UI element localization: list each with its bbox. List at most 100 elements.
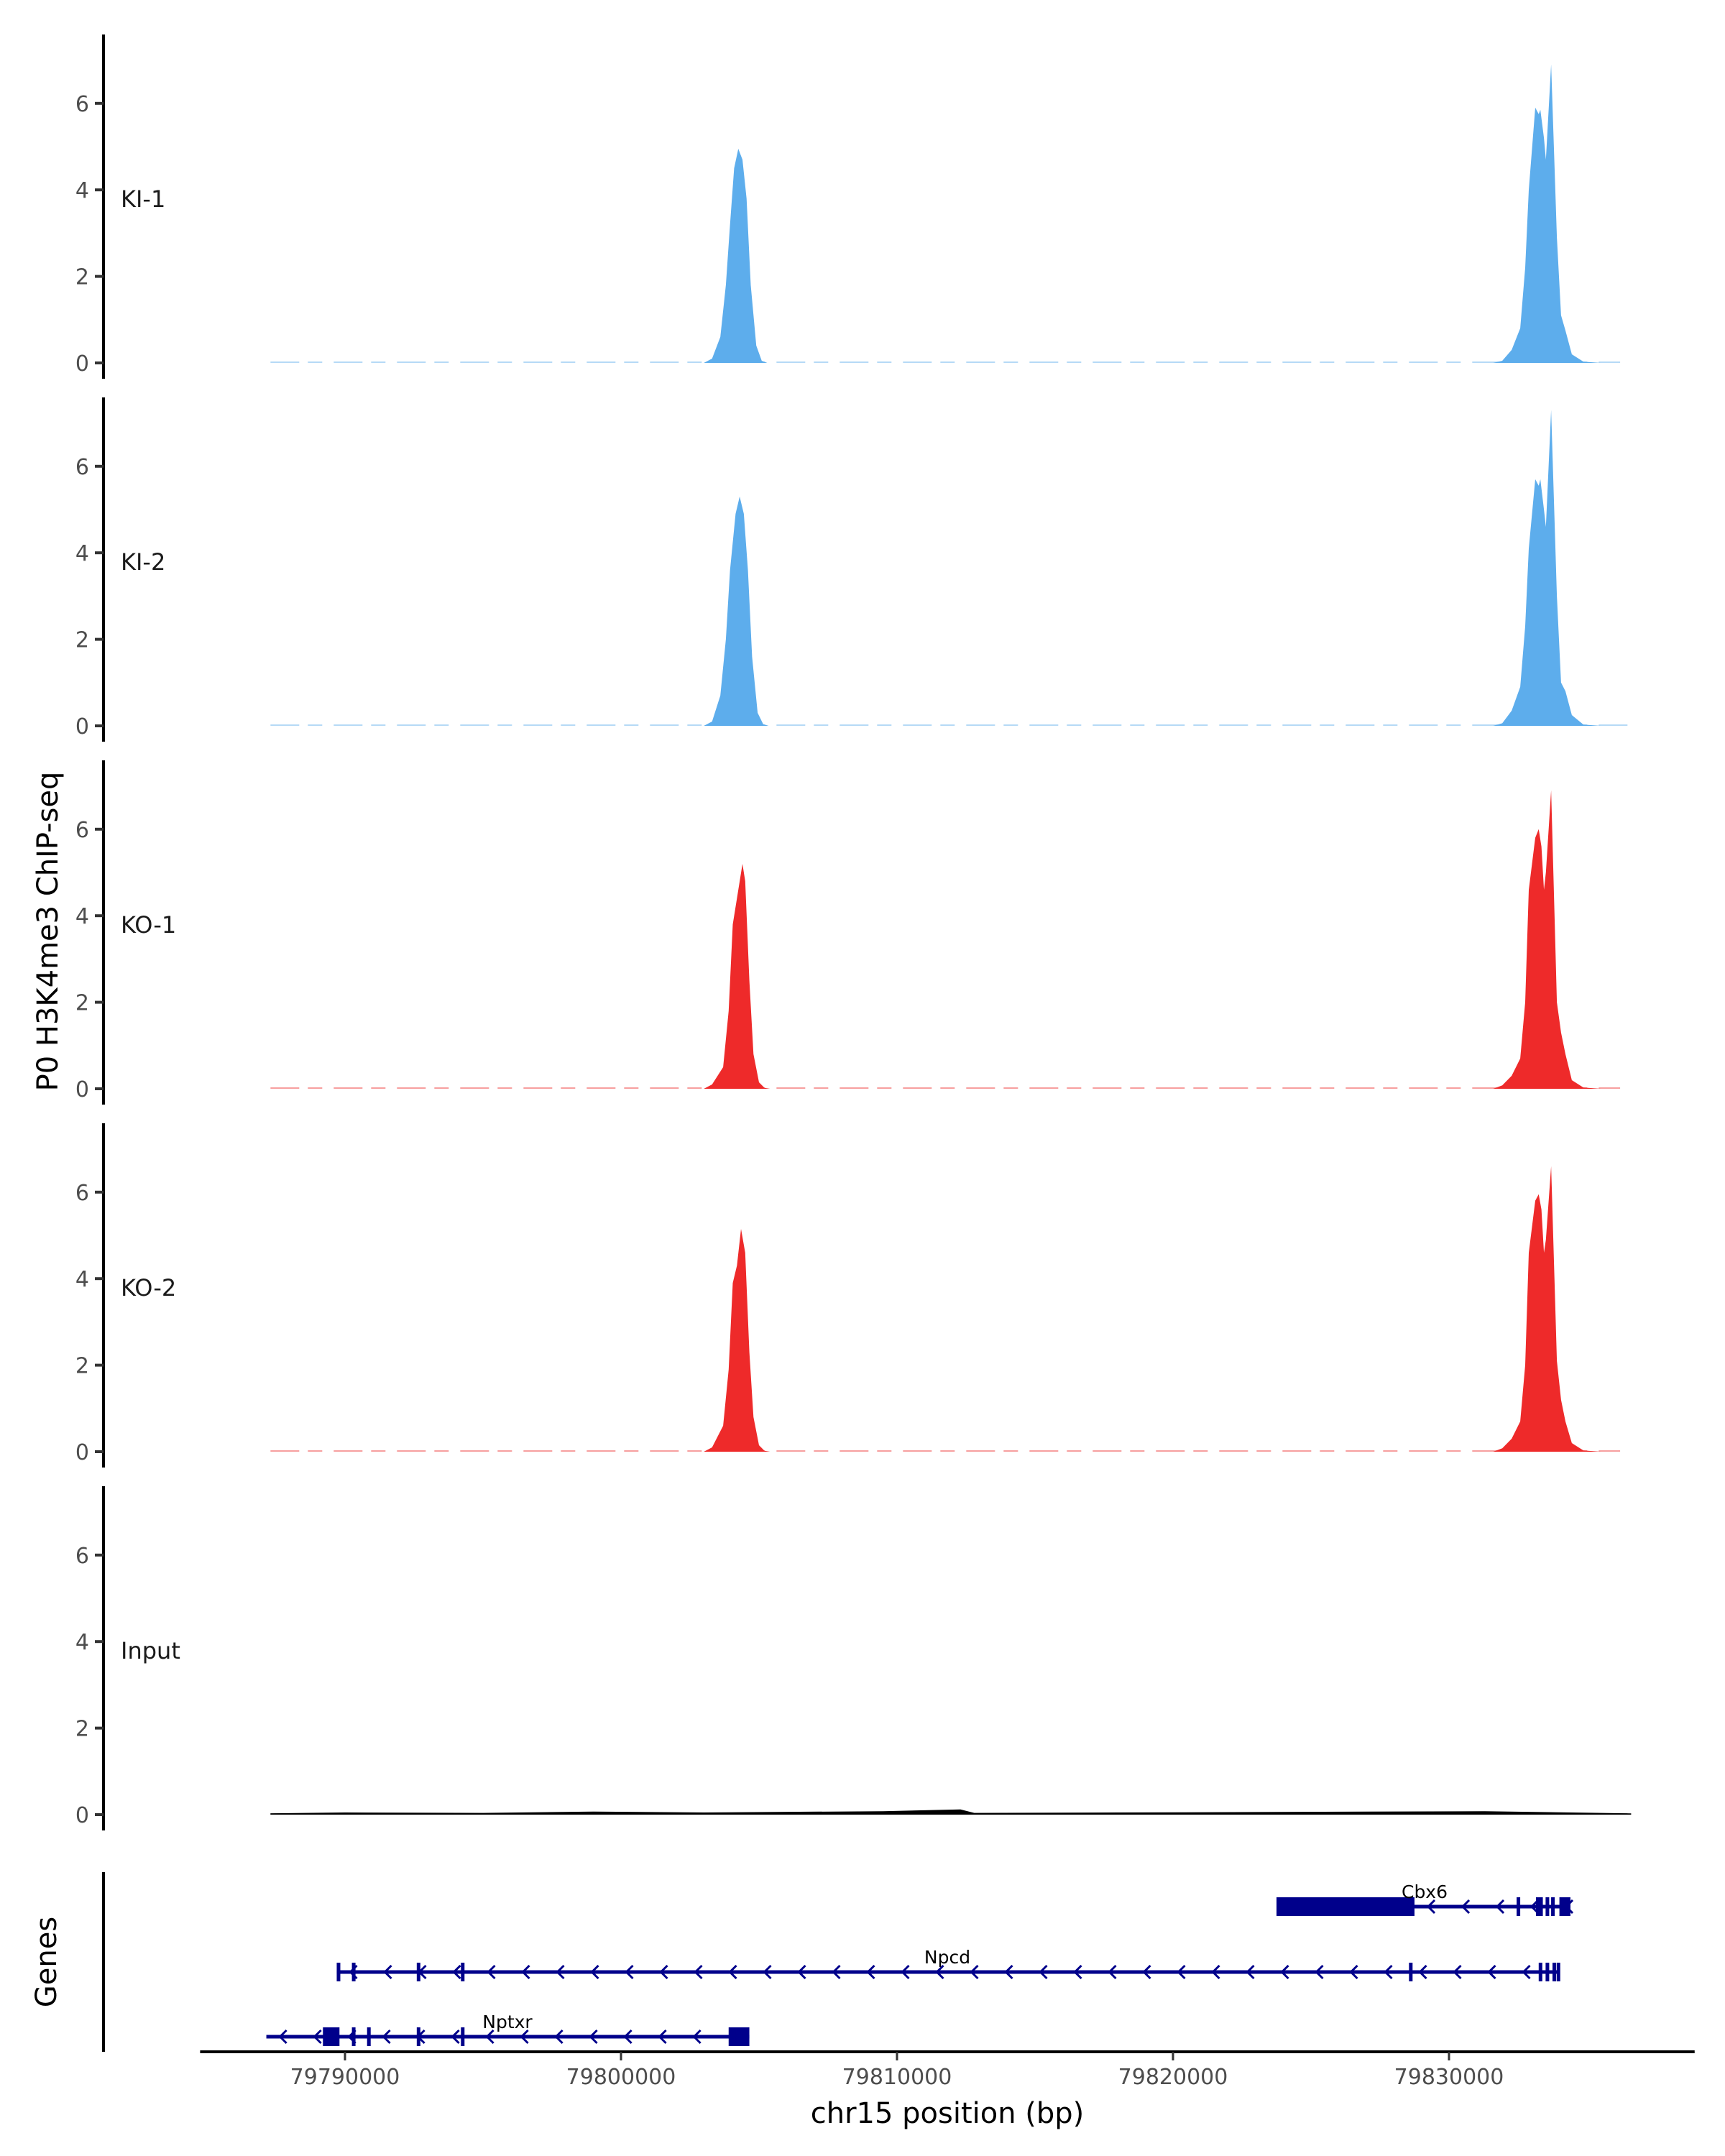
y-tick-label: 2: [75, 1717, 89, 1742]
strand-arrow-icon: [692, 2029, 702, 2045]
exon: [367, 2027, 371, 2046]
strand-arrow-icon: [866, 1964, 875, 1980]
exon: [1276, 1897, 1414, 1916]
strand-arrow-icon: [1349, 1964, 1358, 1980]
strand-arrow-icon: [590, 1964, 599, 1980]
signal-panels: 0 2 4 6 KI-1 0 2 4 6 KI-2 0 2 4 6 KO-1 0 2 4 6 KO-2 0 2 4 6 Inpu…: [75, 34, 1632, 1830]
strand-arrow-icon: [521, 1964, 530, 1980]
exon: [1552, 1963, 1556, 1981]
signal-peak: [704, 496, 769, 726]
y-tick-label: 4: [75, 904, 89, 929]
strand-arrow-icon: [451, 2029, 460, 2045]
strand-arrow-icon: [1004, 1964, 1013, 1980]
exon: [1517, 1897, 1521, 1916]
x-tick-label: 79800000: [566, 2065, 676, 2090]
strand-arrow-icon: [556, 1964, 565, 1980]
y-tick-label: 0: [75, 714, 89, 740]
track-label: KI-1: [121, 185, 165, 213]
y-tick-label: 2: [75, 628, 89, 653]
track-label: KO-1: [121, 911, 176, 939]
track-panel-ko-1: 0 2 4 6 KO-1: [75, 760, 1621, 1105]
y-tick-label: 2: [75, 1354, 89, 1379]
exon: [1535, 1897, 1543, 1916]
strand-arrow-icon: [1211, 1964, 1220, 1980]
strand-arrow-icon: [1246, 1964, 1255, 1980]
track-label: Input: [121, 1637, 180, 1664]
signal-peak: [1493, 410, 1601, 726]
strand-arrow-icon: [383, 1964, 392, 1980]
strand-arrow-icon: [1487, 1964, 1496, 1980]
strand-arrow-icon: [485, 2029, 494, 2045]
exon: [351, 2027, 356, 2046]
y-tick-label: 6: [75, 1181, 89, 1206]
x-axis-title: chr15 position (bp): [811, 2097, 1085, 2130]
track-label: KO-2: [121, 1274, 176, 1302]
strand-arrow-icon: [1073, 1964, 1082, 1980]
strand-arrow-icon: [659, 1964, 668, 1980]
gene-nptxr: Nptxr: [266, 2012, 750, 2046]
gene-label: Nptxr: [482, 2012, 533, 2032]
exon: [461, 2027, 465, 2046]
strand-arrow-icon: [1108, 1964, 1117, 1980]
exon: [728, 2027, 750, 2046]
strand-arrow-icon: [1418, 1964, 1427, 1980]
strand-arrow-icon: [1177, 1964, 1186, 1980]
exon: [336, 1963, 341, 1981]
x-tick-label: 79830000: [1394, 2065, 1504, 2090]
exon: [1556, 1963, 1560, 1981]
signal-peak: [704, 864, 770, 1089]
signal-peak: [704, 1229, 770, 1452]
exon: [416, 1963, 420, 1981]
x-axis: 79790000 79800000 79810000 79820000 79830000: [200, 2050, 1695, 2090]
track-panel-ki-1: 0 2 4 6 KI-1: [75, 34, 1621, 379]
y-tick-label: 0: [75, 351, 89, 377]
signal-peak: [1493, 1166, 1601, 1452]
exon: [1538, 1963, 1542, 1981]
exon: [1409, 1963, 1413, 1981]
strand-arrow-icon: [728, 1964, 737, 1980]
strand-arrow-icon: [1453, 1964, 1462, 1980]
strand-arrow-icon: [832, 1964, 841, 1980]
strand-arrow-icon: [1426, 1899, 1436, 1915]
strand-arrow-icon: [1280, 1964, 1289, 1980]
y-tick-label: 0: [75, 1077, 89, 1102]
strand-arrow-icon: [901, 1964, 910, 1980]
strand-arrow-icon: [313, 2029, 322, 2045]
exon: [416, 2027, 420, 2046]
strand-arrow-icon: [1495, 1899, 1505, 1915]
strand-arrow-icon: [658, 2029, 667, 2045]
signal-peak: [270, 1809, 1632, 1815]
strand-arrow-icon: [1142, 1964, 1151, 1980]
gene-cbx6: Cbx6: [1276, 1881, 1574, 1916]
y-tick-label: 2: [75, 991, 89, 1016]
strand-arrow-icon: [797, 1964, 806, 1980]
strand-arrow-icon: [1460, 1899, 1471, 1915]
strand-arrow-icon: [625, 1964, 634, 1980]
signal-peak: [1493, 790, 1601, 1089]
signal-peak: [1493, 64, 1601, 363]
strand-arrow-icon: [763, 1964, 772, 1980]
strand-arrow-icon: [554, 2029, 564, 2045]
y-tick-label: 4: [75, 1630, 89, 1655]
strand-arrow-icon: [278, 2029, 288, 2045]
strand-arrow-icon: [970, 1964, 979, 1980]
exon: [351, 1963, 356, 1981]
strand-arrow-icon: [935, 1964, 944, 1980]
y-tick-label: 4: [75, 541, 89, 566]
track-panel-ko-2: 0 2 4 6 KO-2: [75, 1123, 1621, 1468]
x-tick-label: 79790000: [290, 2065, 400, 2090]
strand-arrow-icon: [520, 2029, 529, 2045]
strand-arrow-icon: [694, 1964, 703, 1980]
y-tick-label: 4: [75, 1267, 89, 1292]
track-label: KI-2: [121, 548, 165, 576]
gene-track: Cbx6 Npcd Nptxr: [102, 1872, 1574, 2052]
y-tick-label: 6: [75, 1544, 89, 1569]
gene-label: Npcd: [924, 1947, 970, 1968]
strand-arrow-icon: [1039, 1964, 1048, 1980]
y-tick-label: 2: [75, 265, 89, 290]
y-tick-label: 6: [75, 818, 89, 843]
strand-arrow-icon: [382, 2029, 391, 2045]
exon: [1551, 1897, 1555, 1916]
gene-label: Cbx6: [1402, 1881, 1448, 1902]
